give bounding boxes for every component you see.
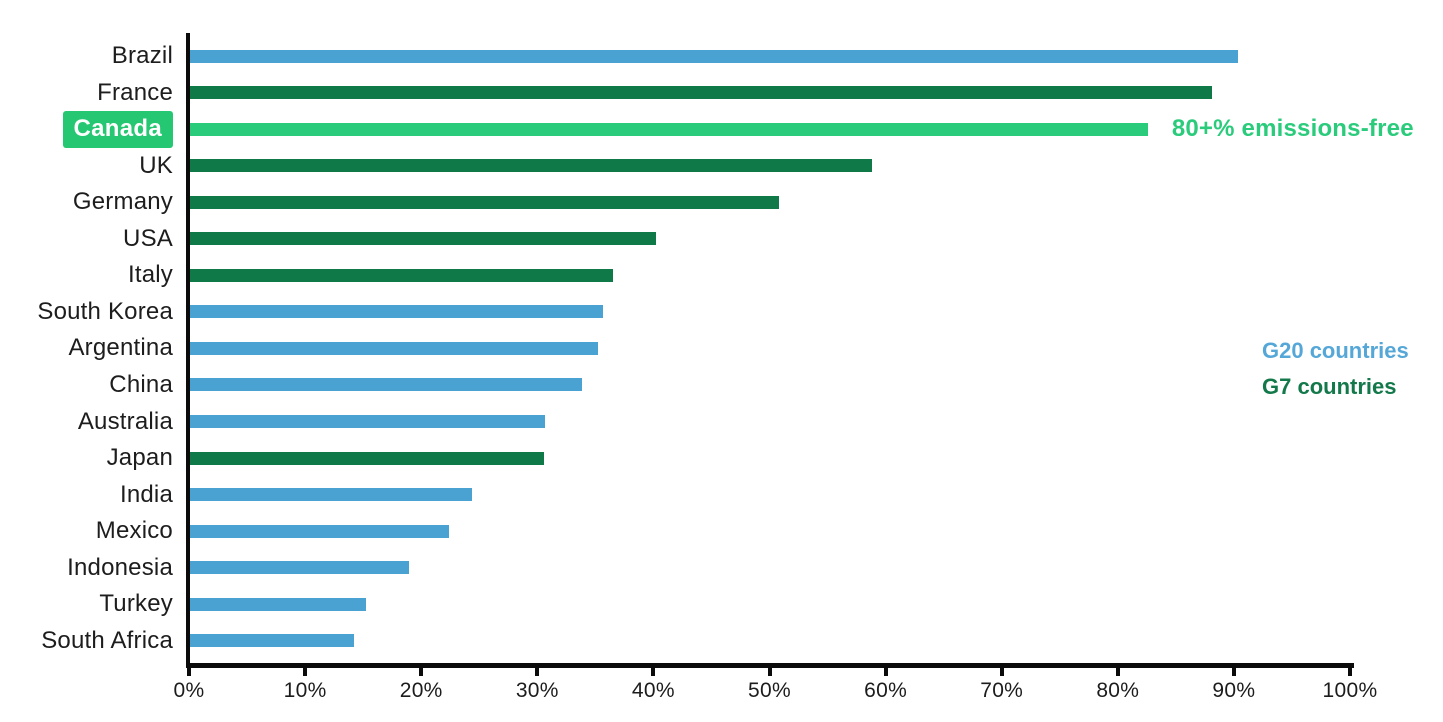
x-axis-tick — [419, 663, 424, 676]
category-label: UK — [139, 151, 173, 179]
bar-row: Turkey — [0, 584, 1443, 624]
legend-entry-g20: G20 countries — [1262, 338, 1409, 363]
category-label: Argentina — [68, 334, 173, 362]
bar-china — [190, 378, 583, 392]
bar-indonesia — [190, 561, 410, 575]
x-axis-tick-label: 70% — [980, 679, 1024, 702]
bar-south-africa — [190, 634, 354, 648]
category-label: Mexico — [95, 517, 173, 545]
bar-italy — [190, 268, 613, 282]
y-axis-line — [186, 33, 190, 668]
category-label: India — [119, 480, 173, 508]
category-label: Australia — [77, 407, 173, 435]
bar-australia — [190, 415, 546, 428]
bar-brazil — [190, 49, 1239, 63]
bar-row: Brazil — [0, 36, 1443, 76]
x-axis-tick-label: 0% — [173, 679, 205, 702]
x-axis-tick-label: 30% — [515, 679, 559, 702]
x-axis-tick-label: 10% — [283, 679, 327, 702]
bar-canada — [190, 122, 1148, 136]
x-axis-tick — [187, 663, 191, 676]
legend-entry-g7: G7 countries — [1262, 374, 1397, 399]
category-label: Japan — [106, 444, 173, 472]
bar-germany — [190, 195, 779, 209]
legend: G20 countries G7 countries — [1262, 333, 1409, 405]
category-label: France — [97, 78, 173, 106]
bar-row: Indonesia — [0, 548, 1443, 588]
x-axis-tick-label: 80% — [1096, 679, 1140, 702]
bar-row: Mexico — [0, 511, 1443, 551]
category-label: Italy — [127, 261, 173, 289]
category-label: South Africa — [41, 626, 173, 654]
x-axis-tick — [999, 663, 1004, 676]
bar-row: Italy — [0, 255, 1443, 295]
x-axis-tick — [883, 663, 888, 676]
x-axis-tick — [767, 663, 772, 676]
category-label: Brazil — [111, 42, 173, 69]
bar-india — [190, 488, 473, 502]
category-label: Turkey — [99, 590, 173, 618]
category-label: Canada — [0, 110, 173, 148]
bar-row: India — [0, 475, 1443, 515]
x-axis-tick — [303, 663, 308, 676]
bar-row: Germany — [0, 182, 1443, 222]
category-label: China — [109, 370, 173, 398]
bar-turkey — [190, 597, 367, 611]
category-label: Germany — [72, 188, 173, 216]
x-axis-tick — [1231, 663, 1236, 676]
category-label: South Korea — [37, 297, 173, 325]
highlight-annotation: 80+% emissions-free — [1171, 115, 1414, 143]
x-axis-tick-label: 20% — [399, 679, 443, 702]
bar-row: China — [0, 365, 1443, 405]
bar-row: Canada — [0, 109, 1443, 149]
bar-south-korea — [190, 305, 604, 319]
x-axis-tick-label: 90% — [1212, 679, 1256, 702]
bar-row: France — [0, 73, 1443, 113]
bar-argentina — [190, 341, 598, 355]
bar-usa — [190, 232, 656, 246]
x-axis-tick-label: 60% — [864, 679, 908, 702]
bar-row: Japan — [0, 438, 1443, 478]
x-axis-tick — [535, 663, 540, 676]
bar-france — [190, 86, 1212, 100]
bar-uk — [190, 159, 872, 173]
category-label: Indonesia — [67, 553, 173, 581]
bar-row: Argentina — [0, 328, 1443, 368]
category-label: USA — [123, 224, 173, 252]
bar-mexico — [190, 524, 449, 538]
bar-row: UK — [0, 146, 1443, 186]
x-axis-tick-label: 100% — [1322, 679, 1378, 702]
bar-japan — [190, 451, 545, 465]
x-axis-tick — [1348, 663, 1352, 676]
x-axis-tick — [651, 663, 656, 676]
x-axis-tick-label: 40% — [631, 679, 675, 702]
bar-row: South Korea — [0, 292, 1443, 332]
x-axis-tick — [1115, 663, 1120, 676]
highlighted-category-badge: Canada — [62, 110, 173, 148]
x-axis-tick-label: 50% — [748, 679, 791, 702]
bar-row: USA — [0, 219, 1443, 259]
bar-row: Australia — [0, 402, 1443, 442]
bar-row: South Africa — [0, 621, 1443, 661]
